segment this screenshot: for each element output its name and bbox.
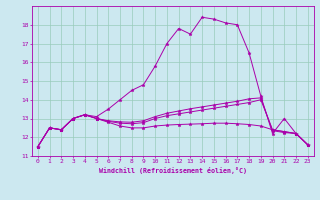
X-axis label: Windchill (Refroidissement éolien,°C): Windchill (Refroidissement éolien,°C) bbox=[99, 167, 247, 174]
